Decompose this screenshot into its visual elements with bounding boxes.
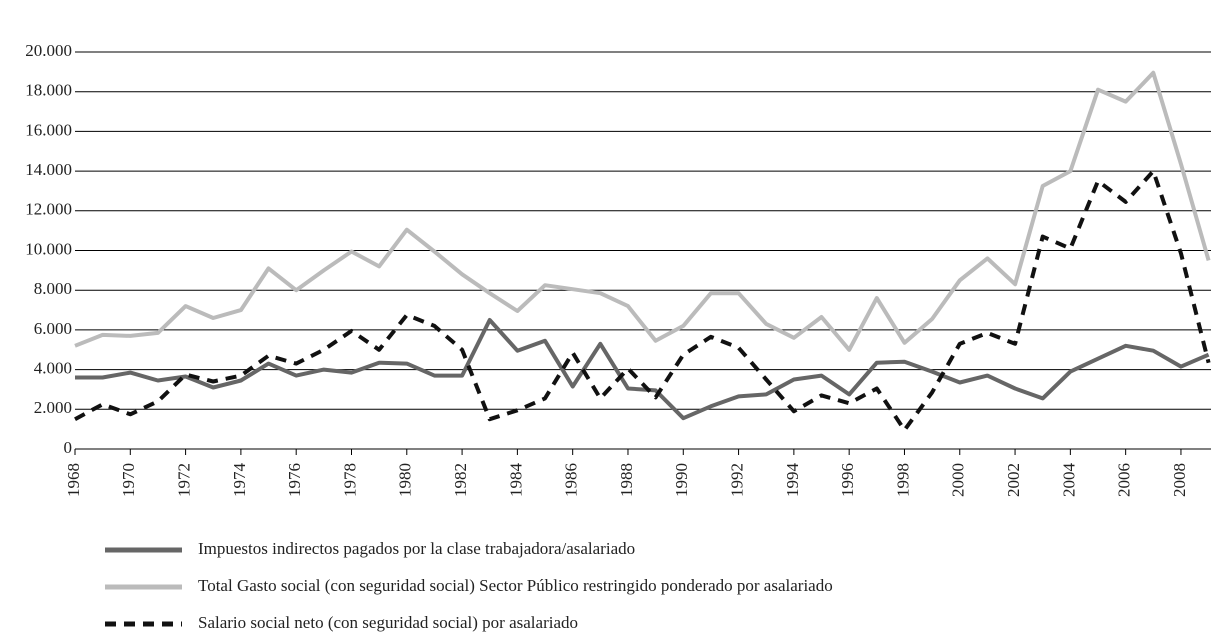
x-tick-label: 2000 (949, 463, 968, 497)
x-tick-label: 1994 (783, 463, 802, 498)
y-tick-label: 16.000 (25, 120, 72, 139)
x-tick-label: 1984 (506, 463, 525, 498)
x-tick-label: 2008 (1170, 463, 1189, 497)
y-tick-label: 14.000 (25, 160, 72, 179)
x-tick-label: 1968 (64, 463, 83, 497)
y-tick-label: 18.000 (25, 81, 72, 100)
y-tick-label: 2.000 (34, 398, 72, 417)
y-tick-label: 12.000 (25, 200, 72, 219)
x-tick-label: 1992 (727, 463, 746, 497)
y-tick-label: 4.000 (34, 359, 72, 378)
x-tick-label: 1990 (672, 463, 691, 497)
legend-label: Total Gasto social (con seguridad social… (198, 576, 833, 595)
y-tick-label: 0 (64, 438, 73, 457)
x-tick-label: 1982 (451, 463, 470, 497)
x-tick-label: 1978 (340, 463, 359, 497)
x-tick-label: 1974 (230, 463, 249, 498)
x-tick-label: 1972 (175, 463, 194, 497)
y-tick-label: 8.000 (34, 279, 72, 298)
series-line (74, 70, 1211, 352)
x-tick-label: 1986 (562, 463, 581, 497)
x-tick-label: 2002 (1004, 463, 1023, 497)
legend-label: Salario social neto (con seguridad socia… (198, 613, 578, 632)
legend-label: Impuestos indirectos pagados por la clas… (198, 539, 635, 558)
series-line (75, 318, 1210, 421)
y-tick-label: 6.000 (34, 319, 72, 338)
x-tick-label: 1976 (285, 463, 304, 497)
x-tick-label: 1996 (838, 463, 857, 497)
series-line (74, 169, 1211, 433)
x-tick-label: 1988 (617, 463, 636, 497)
x-tick-label: 1998 (893, 463, 912, 497)
x-tick-label: 1980 (396, 463, 415, 497)
x-tick-label: 2004 (1059, 463, 1078, 498)
y-tick-label: 10.000 (25, 239, 72, 258)
y-tick-label: 20.000 (25, 41, 72, 60)
x-tick-label: 1970 (119, 463, 138, 497)
x-tick-label: 2006 (1115, 463, 1134, 497)
